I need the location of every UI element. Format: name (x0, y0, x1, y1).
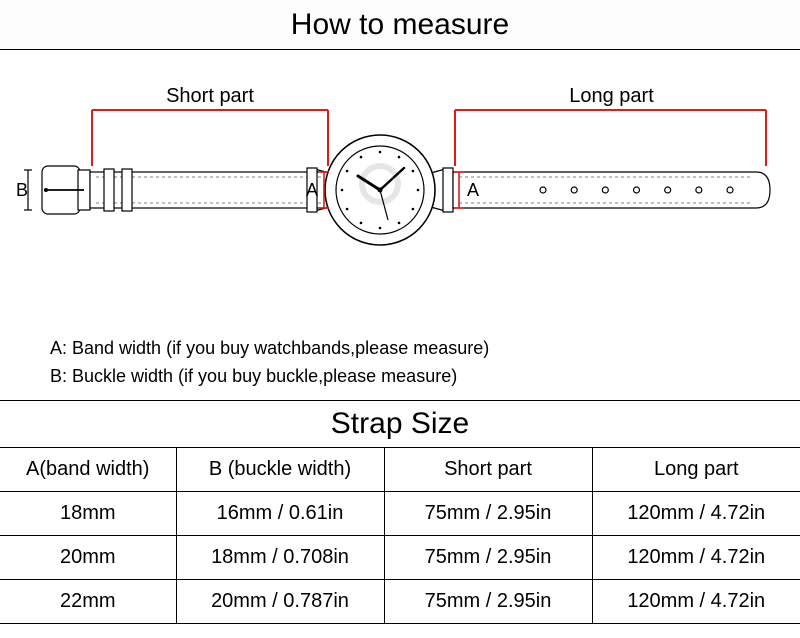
col-header-long: Long part (592, 448, 800, 492)
svg-text:Long part: Long part (569, 85, 654, 107)
cell: 120mm / 4.72in (592, 580, 800, 624)
cell: 22mm (0, 580, 176, 624)
cell: 18mm (0, 492, 176, 536)
cell: 120mm / 4.72in (592, 492, 800, 536)
col-header-band: A(band width) (0, 448, 176, 492)
table-header-row: A(band width) B (buckle width) Short par… (0, 448, 800, 492)
cell: 75mm / 2.95in (384, 580, 592, 624)
table-title: Strap Size (0, 400, 800, 448)
cell: 120mm / 4.72in (592, 536, 800, 580)
strap-size-table: A(band width) B (buckle width) Short par… (0, 448, 800, 624)
cell: 20mm (0, 536, 176, 580)
svg-text:A: A (306, 180, 318, 200)
table-row: 22mm 20mm / 0.787in 75mm / 2.95in 120mm … (0, 580, 800, 624)
page-title: How to measure (0, 0, 800, 50)
svg-text:A: A (467, 180, 479, 200)
table-row: 20mm 18mm / 0.708in 75mm / 2.95in 120mm … (0, 536, 800, 580)
cell: 75mm / 2.95in (384, 492, 592, 536)
legend-block: A: Band width (if you buy watchbands,ple… (0, 330, 800, 400)
cell: 18mm / 0.708in (176, 536, 384, 580)
table-row: 18mm 16mm / 0.61in 75mm / 2.95in 120mm /… (0, 492, 800, 536)
svg-text:B: B (16, 180, 28, 200)
cell: 75mm / 2.95in (384, 536, 592, 580)
measure-diagram: B A A Short part Long part (0, 50, 800, 330)
col-header-short: Short part (384, 448, 592, 492)
legend-b: B: Buckle width (if you buy buckle,pleas… (50, 362, 750, 390)
cell: 16mm / 0.61in (176, 492, 384, 536)
col-header-buckle: B (buckle width) (176, 448, 384, 492)
legend-a: A: Band width (if you buy watchbands,ple… (50, 334, 750, 362)
svg-text:Short part: Short part (166, 85, 254, 107)
cell: 20mm / 0.787in (176, 580, 384, 624)
